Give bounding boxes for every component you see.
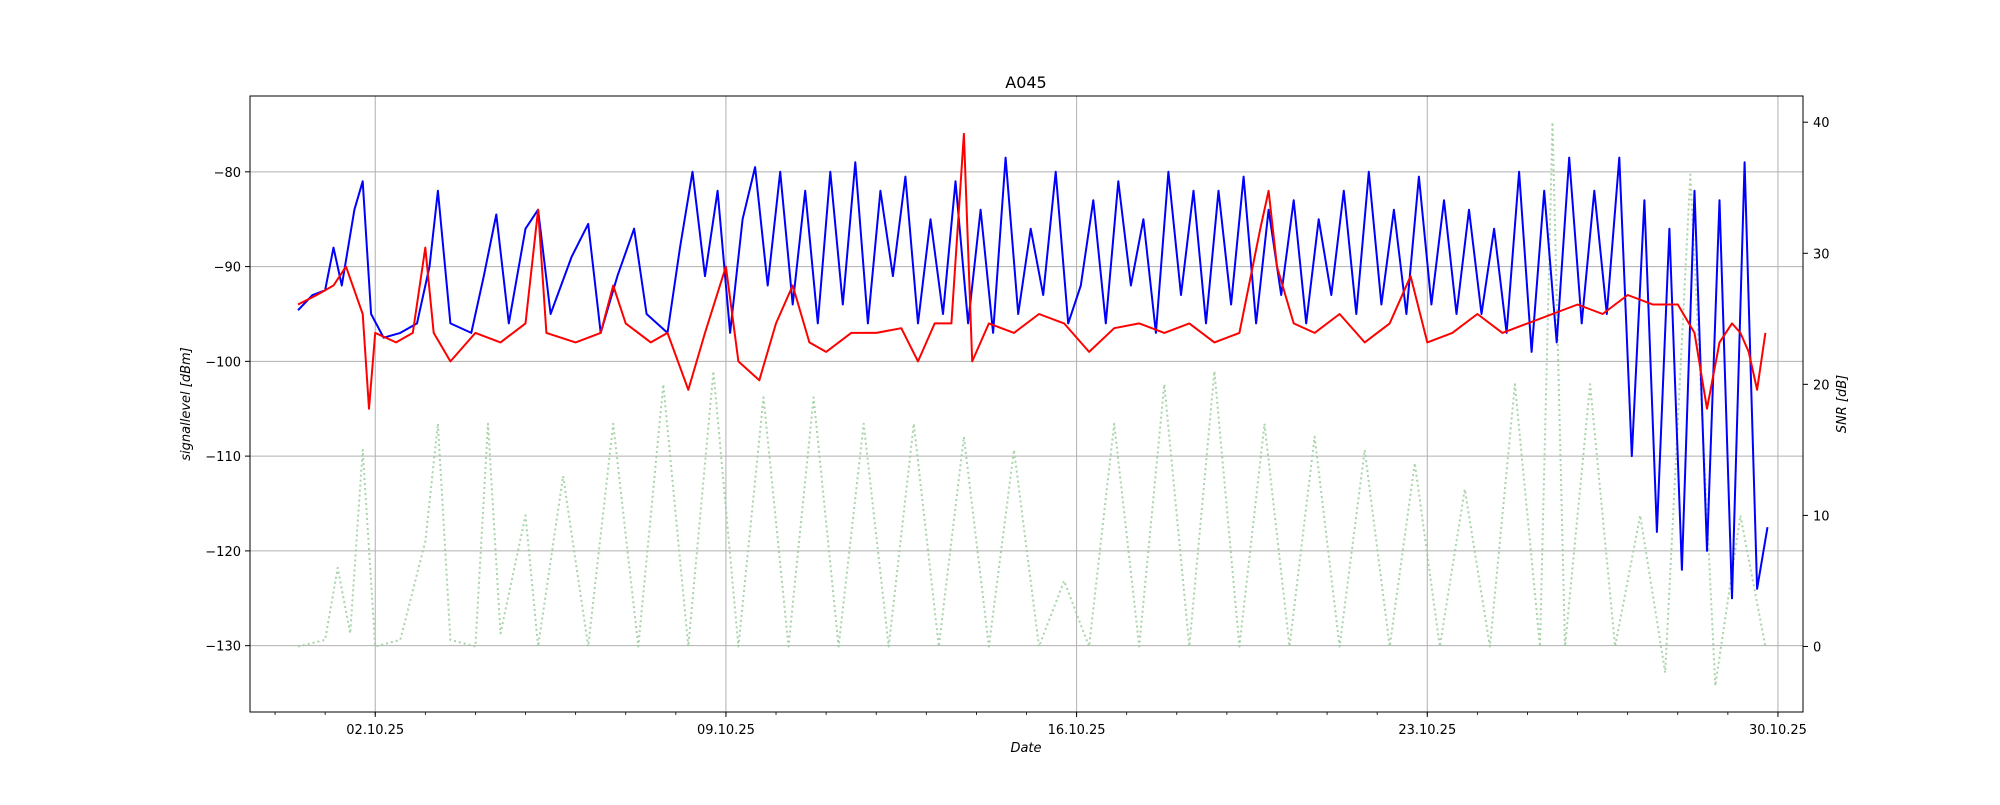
x-tick-label: 02.10.25: [346, 723, 404, 738]
y-right-tick-label: 0: [1813, 640, 1821, 655]
series-layer: [297, 121, 1769, 687]
y-left-tick-label: −110: [205, 450, 241, 465]
y-axis-left-title: signallevel [dBm]: [179, 347, 194, 460]
y-left-tick-label: −120: [205, 545, 241, 560]
x-tick-label: 16.10.25: [1048, 723, 1106, 738]
y-right-tick-label: 10: [1813, 509, 1830, 524]
grid: [250, 96, 1803, 712]
y-left-tick-label: −90: [214, 261, 241, 276]
y-left-tick-label: −130: [205, 640, 241, 655]
ticks-layer: 02.10.25 09.10.25 16.10.25 23.10.25 30.10.25…: [205, 116, 1829, 738]
x-tick-label: 09.10.25: [697, 723, 755, 738]
x-tick-label: 30.10.25: [1749, 723, 1807, 738]
y-right-tick-label: 40: [1813, 116, 1830, 131]
signal-level-line-red: [297, 132, 1767, 410]
x-tick-label: 23.10.25: [1398, 723, 1456, 738]
plot-frame: [249, 95, 1804, 713]
y-right-tick-label: 20: [1813, 378, 1830, 393]
signal-level-line-blue: [297, 156, 1769, 600]
y-left-tick-label: −100: [205, 355, 241, 370]
y-axis-right-title: SNR [dB]: [1835, 375, 1850, 433]
x-axis-title: Date: [1010, 741, 1041, 756]
y-right-tick-label: 30: [1813, 247, 1830, 262]
y-left-tick-label: −80: [214, 166, 241, 181]
chart-title: A045: [1005, 73, 1046, 92]
snr-line-green: [297, 121, 1767, 687]
